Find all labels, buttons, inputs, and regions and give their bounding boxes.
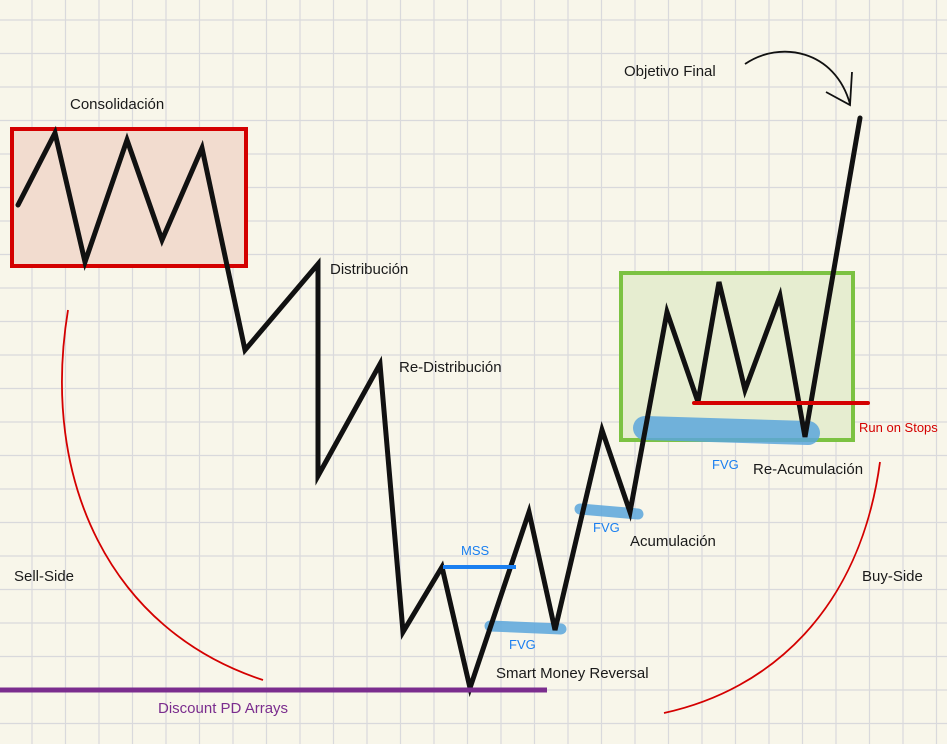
label-reacumulacion: Re-Acumulación (753, 461, 863, 478)
label-discount-pd-arrays: Discount PD Arrays (158, 700, 288, 717)
label-buy-side: Buy-Side (862, 568, 923, 585)
fvg-zone-3 (633, 416, 820, 445)
label-fvg-1: FVG (509, 637, 536, 652)
price-path (15, 115, 863, 698)
label-redistribucion: Re-Distribución (399, 359, 502, 376)
label-fvg-3: FVG (712, 457, 739, 472)
buy-side-curve (663, 461, 881, 714)
arrowhead-icon (825, 71, 853, 107)
label-fvg-2: FVG (593, 520, 620, 535)
sell-side-curve (61, 309, 264, 681)
label-distribucion: Distribución (330, 261, 408, 278)
label-mss: MSS (461, 543, 490, 558)
label-smart-money-reversal: Smart Money Reversal (496, 665, 649, 682)
label-objetivo-final: Objetivo Final (624, 63, 716, 80)
label-consolidacion: Consolidación (70, 96, 164, 113)
fvg-zone-1 (484, 620, 567, 635)
label-run-on-stops: Run on Stops (859, 420, 938, 435)
label-sell-side: Sell-Side (14, 568, 74, 585)
label-acumulacion: Acumulación (630, 533, 716, 550)
target-arrow-icon (744, 50, 851, 105)
